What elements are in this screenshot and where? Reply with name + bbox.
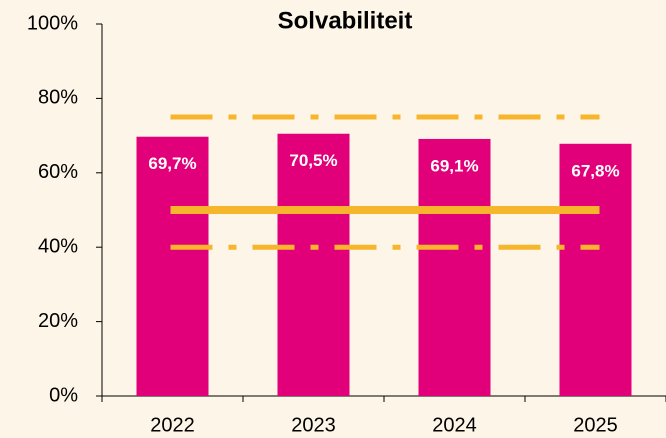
bar bbox=[136, 136, 209, 396]
x-tick-label: 2025 bbox=[573, 414, 618, 436]
value-label: 69,1% bbox=[430, 156, 478, 175]
bar bbox=[418, 138, 491, 396]
value-label: 69,7% bbox=[148, 154, 196, 173]
value-label: 67,8% bbox=[571, 161, 619, 180]
bar bbox=[559, 143, 632, 396]
y-tick-label: 80% bbox=[38, 87, 78, 109]
value-label: 70,5% bbox=[289, 151, 337, 170]
x-tick-label: 2022 bbox=[150, 414, 195, 436]
y-tick-label: 40% bbox=[38, 235, 78, 257]
y-tick-label: 100% bbox=[27, 12, 78, 34]
x-tick-label: 2024 bbox=[432, 414, 477, 436]
y-tick-label: 0% bbox=[49, 384, 78, 406]
chart-title: Solvabiliteit bbox=[278, 7, 413, 34]
x-tick-label: 2023 bbox=[291, 414, 336, 436]
y-tick-label: 60% bbox=[38, 161, 78, 183]
y-tick-label: 20% bbox=[38, 310, 78, 332]
bar bbox=[277, 133, 350, 397]
